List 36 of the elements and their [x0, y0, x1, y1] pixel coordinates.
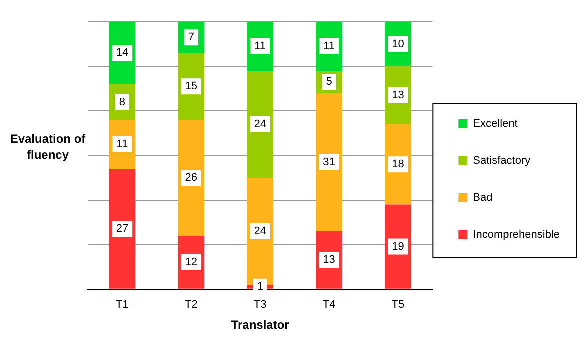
y-axis-title: Evaluation of fluency	[10, 132, 87, 162]
data-label: 13	[392, 90, 404, 102]
data-label: 8	[119, 96, 126, 108]
x-tick-label: T5	[392, 299, 405, 312]
legend-label: Incomprehensible	[473, 229, 560, 242]
data-label: 5	[326, 76, 332, 88]
data-label: 13	[323, 254, 336, 266]
bar	[385, 204, 412, 289]
data-label: 7	[188, 32, 194, 44]
data-label: 24	[254, 118, 266, 131]
data-label: 11	[254, 40, 266, 53]
x-tick-label: T3	[254, 299, 267, 312]
bar	[178, 120, 204, 236]
data-label: 11	[324, 40, 335, 53]
legend-label: Satisfactory	[473, 155, 532, 168]
data-label: 24	[254, 225, 266, 238]
data-label: 1	[257, 280, 264, 293]
data-label: 19	[392, 240, 404, 253]
bar	[109, 169, 136, 289]
data-label: 31	[323, 156, 336, 168]
legend-label: Bad	[473, 192, 493, 204]
x-tick-label: T1	[116, 299, 129, 312]
data-label: 26	[185, 172, 198, 184]
legend-label: Excellent	[473, 118, 518, 130]
data-label: 12	[185, 256, 198, 268]
data-label: 15	[185, 80, 198, 93]
data-label: 27	[116, 223, 129, 236]
data-label: 11	[116, 138, 128, 151]
data-label: 10	[392, 38, 404, 50]
data-label: 14	[116, 47, 129, 60]
bar	[316, 93, 342, 232]
x-tick-label: T2	[184, 299, 198, 312]
x-tick-label: T4	[322, 299, 336, 312]
bar	[247, 71, 274, 178]
data-label: 18	[392, 158, 404, 171]
x-axis-title: Translator	[231, 318, 290, 332]
